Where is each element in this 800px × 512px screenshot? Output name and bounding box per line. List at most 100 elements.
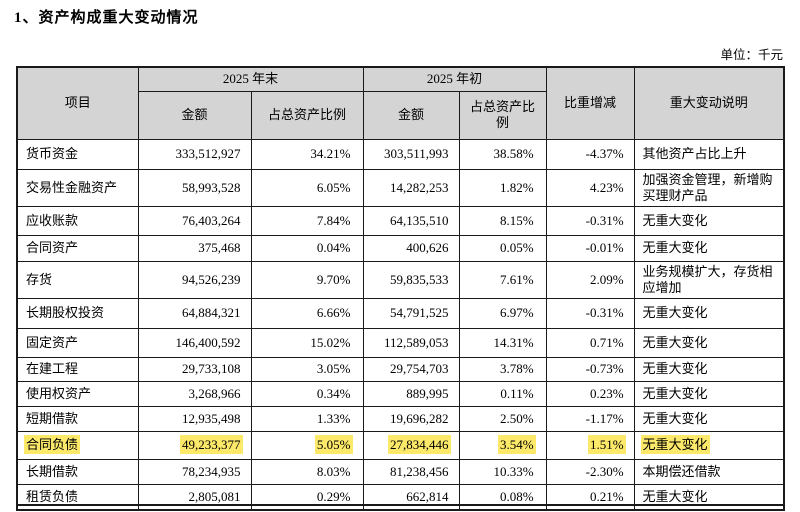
end-ratio-value: 34.21% (310, 146, 351, 161)
change-value: -0.01% (585, 240, 624, 255)
item-label: 长期股权投资 (26, 305, 105, 320)
table-bottom-border (16, 504, 783, 506)
table-row: 存货 94,526,239 9.70% 59,835,533 7.61% 2.0… (16, 260, 785, 299)
end-amount-value: 78,234,935 (182, 463, 241, 479)
change-value: -0.73% (585, 361, 624, 376)
begin-amount-value: 54,791,525 (390, 305, 449, 320)
header-period-end: 2025 年末 (137, 66, 364, 92)
change-value: 0.71% (589, 334, 624, 350)
table-row: 租赁负债 2,805,081 0.29% 662,814 0.08% 0.21%… (16, 483, 785, 511)
note-text: 无重大变化 (642, 361, 708, 376)
end-ratio-value: 5.05% (316, 437, 351, 452)
note-text: 本期偿还借款 (642, 463, 721, 479)
item-label: 在建工程 (26, 361, 79, 376)
change-value: 0.21% (589, 488, 624, 504)
note-text: 无重大变化 (642, 385, 708, 401)
table-row: 短期借款 12,935,498 1.33% 19,696,282 2.50% -… (16, 405, 785, 432)
change-value: 0.23% (589, 385, 624, 401)
table-row: 合同资产 375,468 0.04% 400,626 0.05% -0.01% … (16, 234, 785, 262)
end-amount-value: 2,805,081 (188, 488, 241, 504)
table-row: 固定资产 146,400,592 15.02% 112,589,053 14.3… (16, 327, 785, 358)
begin-ratio-value: 38.58% (493, 146, 534, 161)
item-label: 货币资金 (26, 146, 79, 161)
begin-ratio-value: 2.50% (499, 410, 534, 426)
end-ratio-value: 3.05% (316, 361, 351, 376)
item-label: 短期借款 (26, 410, 79, 426)
end-amount-value: 64,884,321 (182, 305, 241, 320)
item-label: 合同负债 (26, 437, 79, 452)
begin-amount-value: 81,238,456 (390, 463, 449, 479)
begin-ratio-value: 8.15% (499, 212, 534, 228)
note-text: 无重大变化 (642, 240, 708, 255)
change-value: -0.31% (585, 212, 624, 228)
note-text: 无重大变化 (642, 305, 708, 320)
end-amount-value: 3,268,966 (188, 385, 241, 401)
unit-label: 单位：千元 (720, 48, 783, 62)
begin-amount-value: 14,282,253 (390, 179, 449, 195)
end-ratio-value: 0.04% (316, 240, 351, 255)
note-text: 加强资金管理，新增购买理财产品 (642, 171, 773, 203)
note-text: 无重大变化 (642, 410, 708, 426)
item-label: 使用权资产 (26, 385, 92, 401)
begin-ratio-value: 3.54% (499, 437, 534, 452)
header-item: 项目 (16, 66, 139, 140)
table-header: 项目 2025 年末 2025 年初 比重增减 重大变动说明 金额 占总资产比例… (16, 66, 785, 140)
item-label: 应收账款 (26, 212, 79, 228)
asset-change-table: 项目 2025 年末 2025 年初 比重增减 重大变动说明 金额 占总资产比例… (16, 66, 786, 511)
end-amount-value: 49,233,377 (182, 437, 241, 452)
note-text: 无重大变化 (642, 488, 708, 504)
table-row: 合同负债 49,233,377 5.05% 27,834,446 3.54% 1… (16, 430, 785, 460)
header-ratio-end: 占总资产比例 (250, 90, 364, 140)
end-ratio-value: 6.05% (316, 179, 351, 195)
end-amount-value: 146,400,592 (175, 334, 241, 350)
change-value: -0.31% (585, 305, 624, 320)
begin-amount-value: 112,589,053 (383, 334, 449, 350)
end-ratio-value: 6.66% (316, 305, 351, 320)
change-value: 4.23% (589, 179, 624, 195)
begin-ratio-value: 1.82% (499, 179, 534, 195)
table-row: 长期股权投资 64,884,321 6.66% 54,791,525 6.97%… (16, 297, 785, 329)
begin-ratio-value: 6.97% (499, 305, 534, 320)
end-amount-value: 12,935,498 (182, 410, 241, 426)
begin-amount-value: 59,835,533 (390, 271, 449, 287)
begin-amount-value: 29,754,703 (390, 361, 449, 376)
change-value: -4.37% (585, 146, 624, 161)
end-amount-value: 94,526,239 (182, 271, 241, 287)
header-period-begin: 2025 年初 (362, 66, 547, 92)
begin-ratio-value: 0.08% (499, 488, 534, 504)
item-label: 存货 (26, 271, 53, 287)
change-value: 1.51% (589, 437, 624, 452)
section-title: 1、资产构成重大变动情况 (14, 10, 199, 26)
note-text: 其他资产占比上升 (642, 146, 747, 161)
item-label: 长期借款 (26, 463, 79, 479)
item-label: 合同资产 (26, 240, 79, 255)
begin-ratio-value: 7.61% (499, 271, 534, 287)
item-label: 固定资产 (26, 334, 79, 350)
item-label: 租赁负债 (26, 488, 79, 504)
table-row: 货币资金 333,512,927 34.21% 303,511,993 38.5… (16, 138, 785, 170)
table-body: 货币资金 333,512,927 34.21% 303,511,993 38.5… (16, 138, 785, 511)
header-amount-begin: 金额 (362, 90, 460, 140)
end-ratio-value: 7.84% (316, 212, 351, 228)
begin-ratio-value: 10.33% (493, 463, 534, 479)
begin-amount-value: 889,995 (406, 385, 449, 401)
end-amount-value: 375,468 (198, 240, 241, 255)
note-text: 业务规模扩大，存货相应增加 (642, 263, 773, 295)
end-ratio-value: 9.70% (316, 271, 351, 287)
begin-amount-value: 303,511,993 (383, 146, 449, 161)
table-row: 使用权资产 3,268,966 0.34% 889,995 0.11% 0.23… (16, 380, 785, 407)
table-row: 交易性金融资产 58,993,528 6.05% 14,282,253 1.82… (16, 168, 785, 207)
begin-ratio-value: 14.31% (493, 334, 534, 350)
table-row: 长期借款 78,234,935 8.03% 81,238,456 10.33% … (16, 458, 785, 485)
end-ratio-value: 0.34% (316, 385, 351, 401)
header-ratio-begin: 占总资产比例 (458, 90, 547, 140)
end-ratio-value: 1.33% (316, 410, 351, 426)
note-text: 无重大变化 (642, 334, 708, 350)
table-row: 应收账款 76,403,264 7.84% 64,135,510 8.15% -… (16, 205, 785, 236)
begin-amount-value: 400,626 (406, 240, 449, 255)
end-amount-value: 58,993,528 (182, 179, 241, 195)
begin-amount-value: 27,834,446 (390, 437, 449, 452)
item-label: 交易性金融资产 (26, 179, 118, 195)
header-change: 比重增减 (545, 66, 635, 140)
table-row: 在建工程 29,733,108 3.05% 29,754,703 3.78% -… (16, 356, 785, 382)
